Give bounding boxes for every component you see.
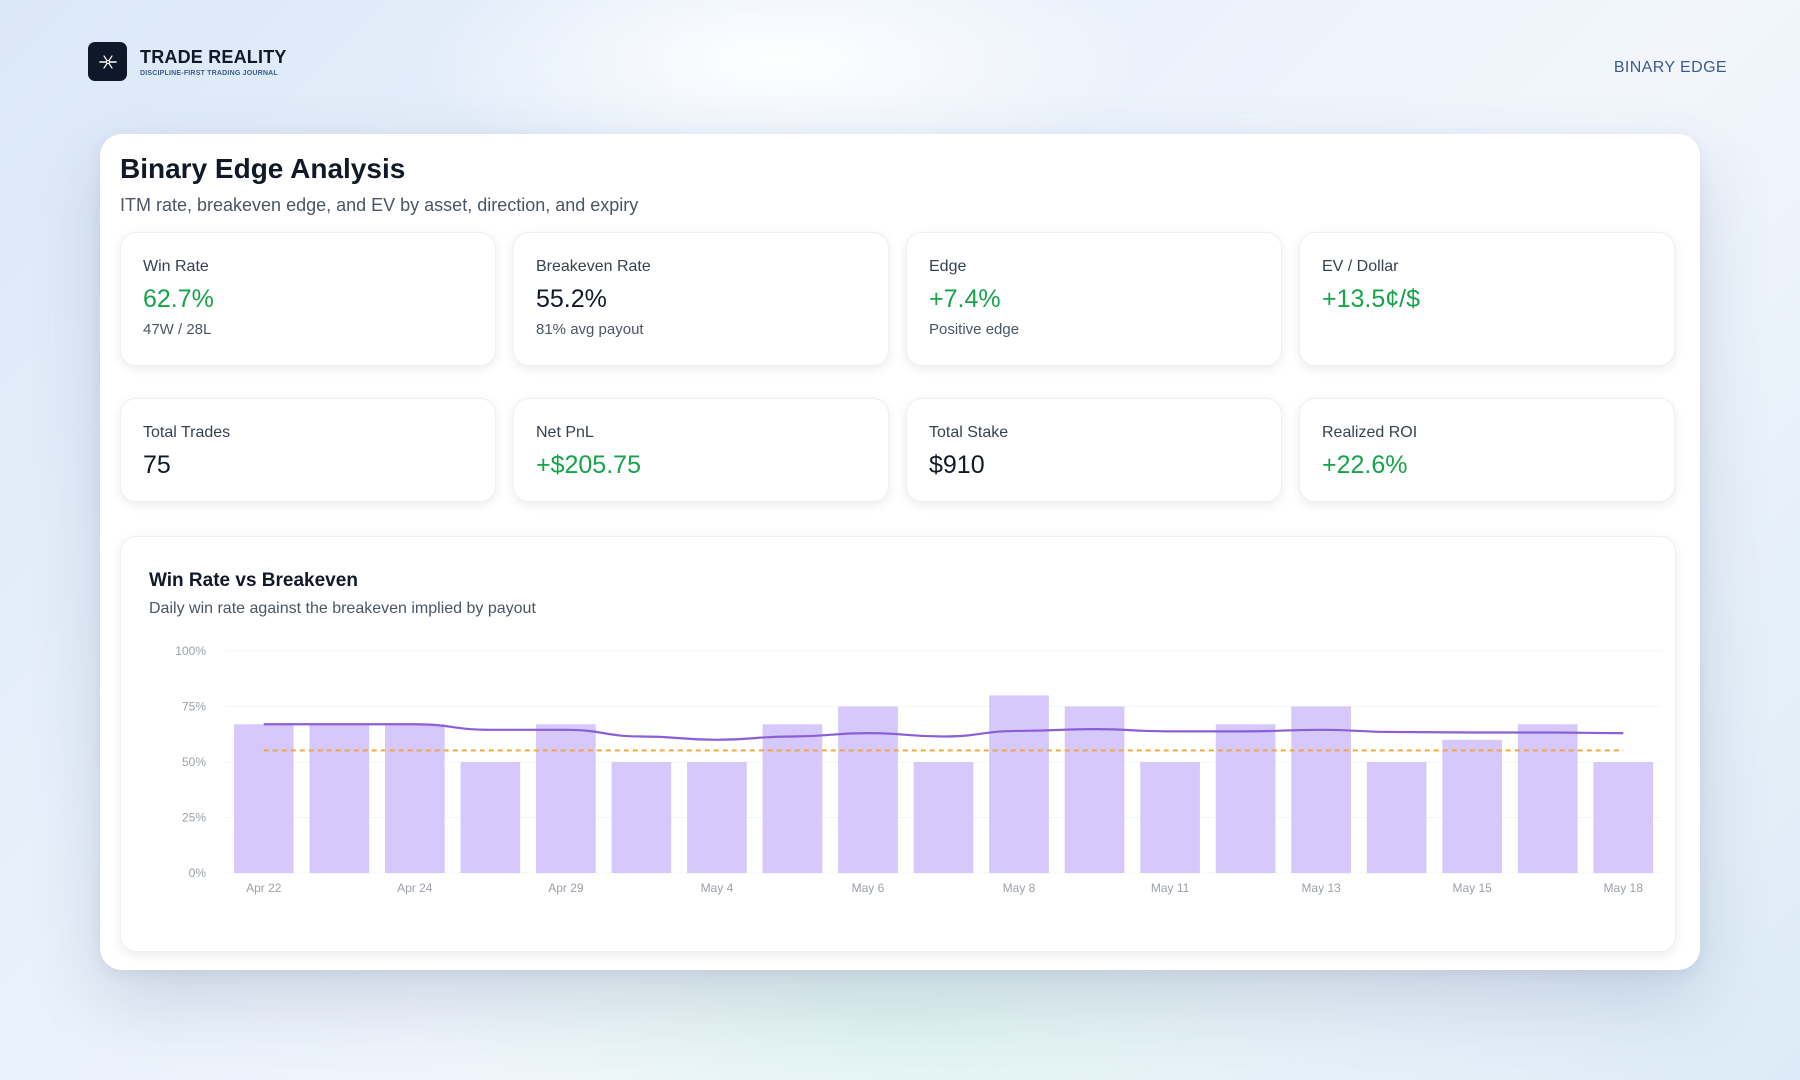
bar <box>309 724 370 873</box>
bar <box>1215 724 1276 873</box>
bar <box>611 762 672 873</box>
bar <box>1366 762 1427 873</box>
x-tick-label: Apr 24 <box>397 881 433 895</box>
stat-label: Win Rate <box>143 258 209 275</box>
y-tick-label: 0% <box>189 866 207 880</box>
stat-card-breakeven-rate: Breakeven Rate 55.2% 81% avg payout <box>513 232 889 366</box>
stat-card-total-stake: Total Stake $910 <box>906 398 1282 502</box>
stat-label: Realized ROI <box>1322 424 1418 441</box>
x-tick-label: Apr 22 <box>246 881 282 895</box>
x-tick-label: May 18 <box>1604 881 1644 895</box>
app-header: TRADE REALITY DISCIPLINE-FIRST TRADING J… <box>88 42 287 81</box>
x-tick-label: May 13 <box>1301 881 1341 895</box>
stat-value: $910 <box>929 451 985 479</box>
stat-sub: 81% avg payout <box>536 321 644 338</box>
stat-value: 75 <box>143 451 171 479</box>
stat-label: Total Trades <box>143 424 231 441</box>
bar <box>1593 762 1654 873</box>
stat-label: Net PnL <box>536 424 594 441</box>
bar <box>1140 762 1200 873</box>
stat-card-total-trades: Total Trades 75 <box>120 398 496 502</box>
chart-subtitle: Daily win rate against the breakeven imp… <box>149 600 536 617</box>
bar <box>460 762 521 873</box>
stat-value: +13.5¢/$ <box>1322 285 1421 313</box>
stat-card-win-rate: Win Rate 62.7% 47W / 28L <box>120 232 496 366</box>
stat-value: 55.2% <box>536 285 607 313</box>
y-tick-label: 25% <box>182 811 206 825</box>
stat-label: Edge <box>929 258 967 275</box>
x-tick-label: May 15 <box>1453 881 1493 895</box>
stat-label: Breakeven Rate <box>536 258 651 275</box>
bar <box>1517 724 1578 873</box>
win-rate-chart: 0% 25% 50% 75% 100% Apr 22 Apr 24 Apr 29 May 4 Ma… <box>175 644 1661 895</box>
x-tick-label: May 4 <box>701 881 734 895</box>
stat-card-realized-roi: Realized ROI +22.6% <box>1299 398 1675 502</box>
nav-binary-edge[interactable]: BINARY EDGE <box>1613 59 1727 76</box>
page-title: Binary Edge Analysis <box>120 153 406 184</box>
page-subtitle: ITM rate, breakeven edge, and EV by asse… <box>120 195 639 215</box>
y-tick-label: 75% <box>182 700 206 714</box>
stat-value: +7.4% <box>929 285 1001 313</box>
bar <box>1291 706 1351 873</box>
y-tick-label: 50% <box>182 755 206 769</box>
brand: TRADE REALITY DISCIPLINE-FIRST TRADING J… <box>140 47 287 77</box>
win-rate-line <box>263 723 1624 741</box>
bar <box>1442 739 1503 873</box>
stat-card-edge: Edge +7.4% Positive edge <box>906 232 1282 366</box>
bar <box>838 706 898 873</box>
bar <box>233 724 294 873</box>
chart-card: Win Rate vs Breakeven Daily win rate aga… <box>120 536 1676 952</box>
analysis-panel: Binary Edge Analysis ITM rate, breakeven… <box>100 134 1700 970</box>
y-tick-label: 100% <box>175 644 206 658</box>
bar <box>1064 706 1125 873</box>
brand-name: TRADE REALITY <box>140 46 287 67</box>
bar <box>762 724 823 873</box>
chart-title: Win Rate vs Breakeven <box>149 570 358 591</box>
stat-card-ev-dollar: EV / Dollar +13.5¢/$ <box>1299 232 1675 366</box>
bar <box>913 762 974 873</box>
scissors-icon[interactable] <box>88 42 127 81</box>
bar <box>384 724 445 873</box>
bar <box>687 762 747 873</box>
stat-value: +$205.75 <box>536 451 641 479</box>
x-tick-label: May 6 <box>852 881 885 895</box>
bar <box>989 695 1049 873</box>
stat-label: Total Stake <box>929 424 1009 441</box>
stat-card-net-pnl: Net PnL +$205.75 <box>513 398 889 502</box>
bar <box>536 724 596 873</box>
x-tick-label: May 8 <box>1003 881 1036 895</box>
brand-tagline: DISCIPLINE-FIRST TRADING JOURNAL <box>140 69 278 77</box>
x-tick-label: Apr 29 <box>548 881 584 895</box>
stat-sub: Positive edge <box>929 321 1020 338</box>
stat-label: EV / Dollar <box>1322 258 1399 275</box>
stat-value: 62.7% <box>143 285 214 313</box>
x-tick-label: May 11 <box>1151 881 1190 895</box>
stat-value: +22.6% <box>1322 451 1408 479</box>
stat-sub: 47W / 28L <box>143 321 212 338</box>
